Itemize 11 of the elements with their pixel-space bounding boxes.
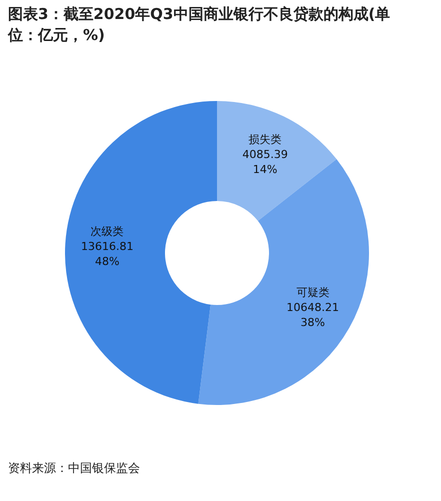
- donut-slice: [65, 101, 217, 404]
- donut-slice: [198, 159, 369, 405]
- chart-title: 图表3：截至2020年Q3中国商业银行不良贷款的构成(单位：亿元，%): [8, 4, 392, 46]
- slice-label: 次级类: [90, 224, 124, 238]
- data-label: 13616.81 48%: [80, 240, 134, 268]
- slice-label: 可疑类: [296, 286, 330, 299]
- text: 资料来源：中国银保监会: [8, 460, 140, 477]
- slice-label: 损失类: [248, 132, 282, 146]
- donut-slice: [217, 101, 337, 221]
- data-label: 4085.39 14%: [242, 148, 288, 176]
- data-label: 10648.21 38%: [286, 300, 340, 329]
